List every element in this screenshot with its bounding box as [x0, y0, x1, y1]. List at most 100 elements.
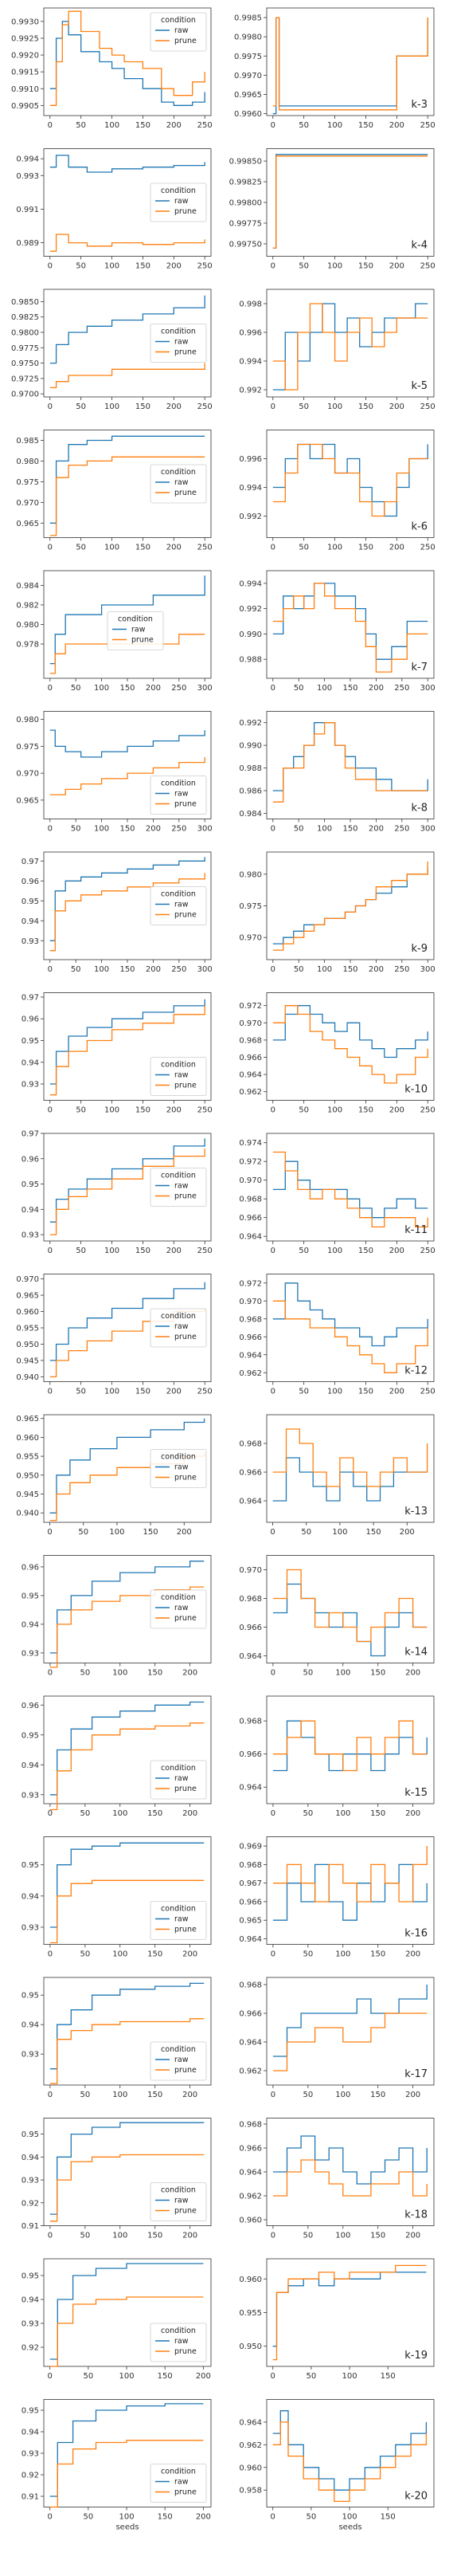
legend-entry-prune: prune [174, 800, 197, 809]
x-tick-label: 250 [171, 825, 186, 834]
panel-25: 0 50 100 150 200 0.93 0.94 0.95 0.96 conditionraw… [21, 1695, 212, 1818]
x-tick-label: 250 [197, 544, 213, 552]
y-tick-label: 0.9970 [234, 72, 262, 80]
y-tick-label: 0.95 [21, 2407, 39, 2416]
x-tick-label: 200 [389, 1388, 404, 1396]
x-tick-label: 50 [76, 544, 86, 552]
legend-entry-raw: raw [174, 2056, 189, 2064]
panel-19: 0 50 100 150 200 250 0.940 0.945 0.950 0.955 0.960… [16, 1274, 213, 1396]
k-label: k-4 [412, 240, 428, 252]
legend-box [107, 611, 164, 650]
axes-frame [266, 1836, 435, 1945]
x-tick-label: 150 [135, 121, 150, 130]
panel-22: 0 50 100 150 200 0.964 0.966 0.968 k-13 [239, 1414, 435, 1537]
y-tick-label: 0.99825 [229, 179, 262, 187]
x-tick-label: 200 [405, 2091, 420, 2099]
legend-entry-raw: raw [174, 1774, 189, 1783]
y-tick-label: 0.968 [239, 1036, 262, 1045]
y-tick-label: 0.962 [239, 2067, 262, 2076]
x-tick-label: 0 [271, 1950, 275, 1959]
x-tick-label: 50 [303, 2091, 313, 2099]
legend-entry-raw: raw [174, 2478, 189, 2487]
y-tick-label: 0.970 [239, 934, 262, 943]
x-tick-label: 250 [420, 402, 436, 411]
y-tick-label: 0.9925 [11, 34, 39, 43]
x-tick-label: 150 [342, 965, 357, 974]
y-tick-label: 0.93 [21, 1791, 39, 1800]
k-label: k-5 [412, 380, 428, 392]
x-tick-label: 150 [135, 1247, 150, 1255]
x-tick-label: 0 [271, 121, 275, 130]
series-line-prune [49, 873, 205, 952]
x-tick-label: 250 [420, 1247, 436, 1255]
legend-box [150, 2464, 207, 2503]
x-tick-label: 50 [76, 402, 86, 411]
x-tick-label: 250 [420, 1106, 436, 1115]
series-line-raw [49, 2263, 204, 2360]
y-tick-label: 0.9930 [11, 18, 39, 26]
legend-entry-raw: raw [174, 1071, 189, 1080]
y-tick-label: 0.91 [21, 2222, 39, 2231]
legend-entry-raw: raw [174, 2197, 189, 2205]
series-line-raw [272, 583, 428, 660]
y-tick-label: 0.9980 [234, 33, 262, 42]
x-tick-label: 50 [78, 1528, 88, 1537]
x-tick-label: 150 [147, 1809, 162, 1818]
x-tick-label: 300 [420, 684, 436, 693]
x-tick-label: 100 [335, 1669, 350, 1678]
x-tick-label: 100 [109, 1528, 124, 1537]
x-tick-label: 50 [299, 121, 309, 130]
panel-32: 0 50 100 150 200 0.960 0.962 0.964 0.966 0.968 k-1… [239, 2118, 435, 2240]
legend-title: condition [161, 16, 196, 25]
axes-frame [43, 7, 212, 116]
x-tick-label: 100 [335, 2091, 350, 2099]
x-tick-label: 200 [177, 1528, 192, 1537]
x-tick-label: 200 [389, 262, 404, 271]
y-tick-label: 0.969 [239, 1843, 262, 1852]
y-tick-label: 0.95 [21, 1592, 39, 1600]
panel-10: 0 50 100 150 200 250 300 0.988 0.990 0.992 0.994 k-… [239, 570, 436, 693]
x-tick-label: 250 [420, 1388, 436, 1396]
y-tick-label: 0.94 [21, 2429, 39, 2437]
legend-title: condition [161, 187, 196, 195]
y-tick-label: 0.964 [239, 1784, 262, 1793]
y-tick-label: 0.94 [21, 1761, 39, 1770]
x-tick-label: 100 [335, 1950, 350, 1959]
y-tick-label: 0.964 [239, 2169, 262, 2177]
panel-24: 0 50 100 150 200 0.964 0.966 0.968 0.970 k-14 [239, 1555, 435, 1678]
y-tick-label: 0.960 [16, 1434, 39, 1443]
x-tick-label: 0 [271, 2091, 275, 2099]
legend-box [150, 1057, 207, 1096]
y-tick-label: 0.970 [239, 1176, 262, 1185]
y-tick-label: 0.964 [239, 2039, 262, 2048]
x-tick-label: 50 [71, 684, 81, 693]
y-tick-label: 0.990 [239, 742, 262, 751]
y-tick-label: 0.972 [239, 1002, 262, 1011]
x-tick-label: 200 [182, 2091, 197, 2099]
x-tick-label: 200 [166, 402, 182, 411]
series-line-prune [272, 155, 428, 249]
x-tick-label: 200 [146, 825, 161, 834]
y-tick-label: 0.970 [239, 1019, 262, 1028]
y-tick-label: 0.94 [21, 1206, 39, 1215]
y-tick-label: 0.968 [239, 1440, 262, 1449]
x-tick-label: 100 [104, 402, 119, 411]
series-line-prune [272, 1428, 428, 1487]
y-tick-label: 0.92 [21, 2344, 39, 2353]
series-line-raw [49, 1561, 205, 1654]
y-tick-label: 0.993 [16, 172, 39, 181]
legend-entry-prune: prune [174, 2347, 197, 2356]
series-line-raw [272, 1457, 428, 1502]
x-tick-label: 100 [112, 1669, 127, 1678]
x-tick-label: 200 [146, 965, 161, 974]
x-tick-label: 200 [166, 1106, 182, 1115]
k-label: k-17 [404, 2068, 428, 2080]
x-tick-label: 100 [104, 1106, 119, 1115]
series-line-raw [272, 2272, 427, 2347]
x-tick-label: 50 [307, 2372, 317, 2381]
x-tick-label: 100 [327, 1106, 342, 1115]
y-tick-label: 0.955 [16, 1325, 39, 1333]
x-tick-label: 300 [420, 965, 436, 974]
series-line-raw [49, 1982, 205, 2070]
